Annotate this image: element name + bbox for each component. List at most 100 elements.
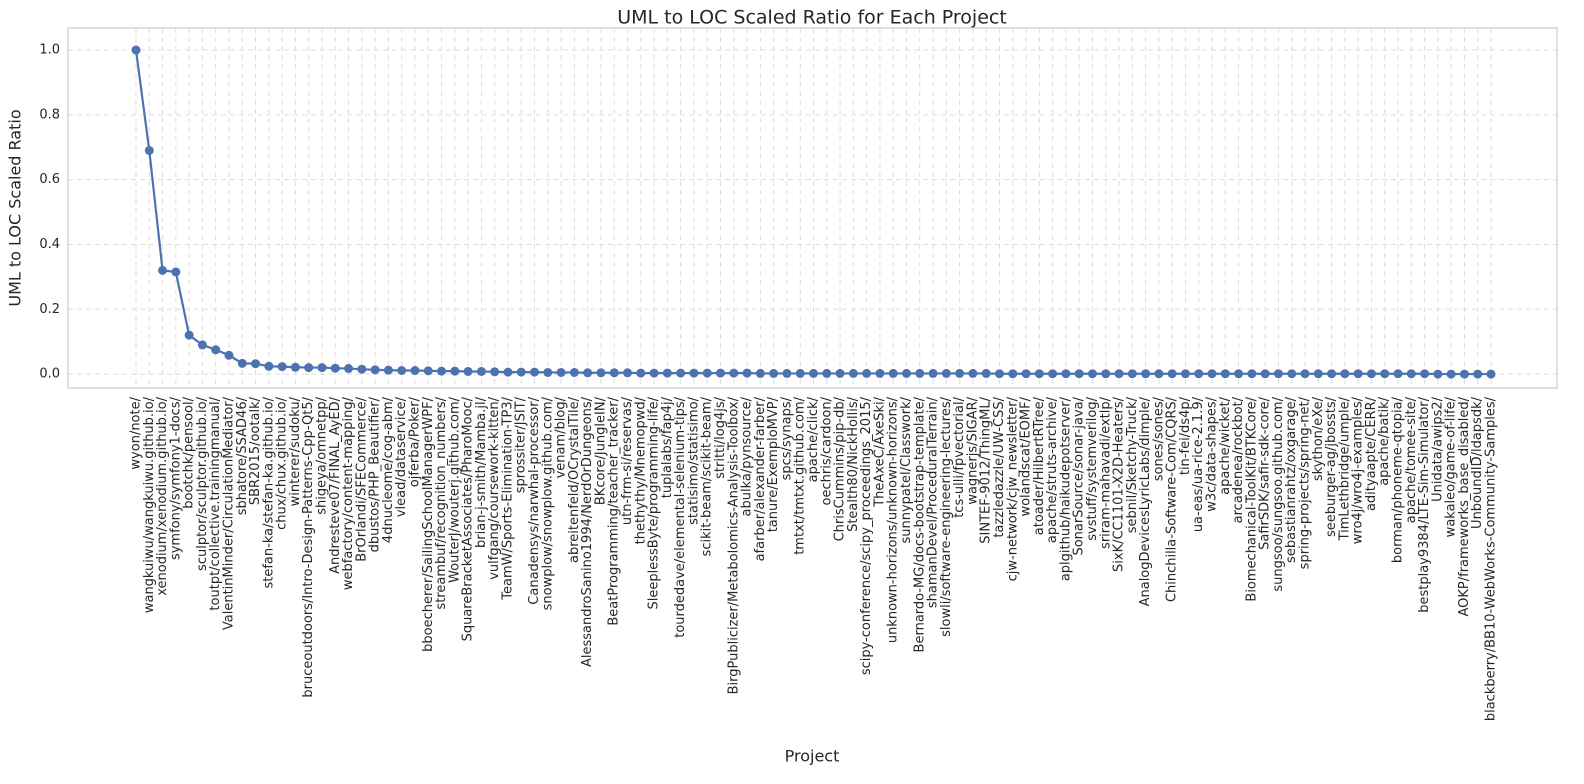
- x-tick-label: TeamW/Sports-Elimination-TP3/: [500, 396, 515, 600]
- point: [1114, 369, 1124, 379]
- y-tick-label: 0.2: [39, 302, 60, 317]
- x-tick-label: statisimo/statisimo/: [686, 396, 701, 524]
- point: [1087, 369, 1097, 379]
- point: [1141, 369, 1151, 379]
- point: [1406, 369, 1416, 379]
- x-tick-label: 4dnucleome/cog-abm/: [381, 396, 396, 543]
- point: [1034, 369, 1044, 379]
- x-tick-label: stritti/log4js/: [713, 396, 728, 478]
- x-tick-label: sculptor/sculptor.github.io/: [195, 396, 210, 571]
- x-tick-label: SBR2015/ootalk/: [248, 396, 263, 505]
- point: [968, 368, 978, 378]
- x-tick-label: seeburger-ag/jbossts/: [1324, 396, 1339, 537]
- point: [994, 369, 1004, 379]
- x-tick-label: chux/chux.github.io/: [275, 396, 290, 530]
- x-tick-label: w3c/data-shapes/: [1205, 396, 1220, 511]
- point: [569, 367, 579, 377]
- point: [184, 330, 194, 340]
- x-tick-label: BeatProgramming/teacher_tracker/: [607, 396, 622, 625]
- x-tick-label: borman/phoneme-qtopia/: [1391, 396, 1406, 563]
- point: [769, 368, 779, 378]
- point: [955, 368, 965, 378]
- point: [835, 368, 845, 378]
- point: [941, 368, 951, 378]
- point: [131, 45, 141, 55]
- x-tick-label: SleeplessByte/programming-life/: [647, 396, 662, 609]
- y-tick-label: 0.4: [39, 237, 60, 252]
- x-tick-label: AnalogDevicesLyricLabs/dimple/: [1138, 396, 1153, 606]
- point: [1021, 369, 1031, 379]
- point: [649, 368, 659, 378]
- point: [716, 368, 726, 378]
- point: [702, 368, 712, 378]
- x-tick-label: scikit-beam/scikit-beam/: [700, 396, 715, 556]
- point: [928, 368, 938, 378]
- point: [848, 368, 858, 378]
- x-tick-label: webfactory/content-mapping/: [341, 396, 356, 590]
- x-tick-label: tourdedave/elemental-selenium-tips/: [673, 396, 688, 637]
- x-tick-label: bboecherer/SailingSchoolManagerWPF/: [421, 396, 436, 651]
- x-tick-label: dbustos/PHP_Beautifier/: [368, 396, 383, 552]
- x-tick-label: utn-frm-si/reservas/: [620, 396, 635, 525]
- point: [1313, 369, 1323, 379]
- point: [596, 368, 606, 378]
- x-tick-label: slowli/software-engineering-lectures/: [939, 396, 954, 636]
- x-tick-label: tin-fei/ds4p/: [1178, 396, 1193, 475]
- x-tick-label: AlessandroSanino1994/NerdOrDungeons/: [580, 396, 595, 667]
- point: [1260, 369, 1270, 379]
- x-tick-label: SINTEF-9012/ThingML/: [979, 396, 994, 543]
- x-tick-label: ChrisCummins/pip-db/: [833, 396, 848, 541]
- x-tick-label: wakaleo/game-of-life/: [1444, 396, 1459, 537]
- x-tick-label: sones/sones/: [1151, 396, 1166, 481]
- y-tick-label: 0.0: [39, 367, 60, 382]
- x-tick-label: sunnypatel/Classwork/: [899, 396, 914, 543]
- point: [530, 367, 540, 377]
- point: [875, 368, 885, 378]
- x-tick-label: shamanDevel/ProceduralTerrain/: [926, 396, 941, 608]
- y-tick-label: 1.0: [39, 43, 60, 58]
- x-tick-label: SixK/CC1101-X2D-Heaters/: [1112, 396, 1127, 572]
- point: [171, 267, 181, 277]
- x-tick-label: bestplay9384/LTE-Sim-Simulator/: [1417, 396, 1432, 612]
- x-tick-label: oechris/cardoon/: [819, 396, 834, 505]
- x-tick-label: Canadensys/narwhal-processor/: [527, 396, 542, 604]
- x-tick-label: Unidata/awips2/: [1430, 396, 1445, 502]
- point: [490, 367, 500, 377]
- point: [1234, 369, 1244, 379]
- x-tick-label: ojferba/Poker/: [407, 396, 422, 487]
- point: [1127, 369, 1137, 379]
- point: [1340, 369, 1350, 379]
- point: [981, 368, 991, 378]
- x-tick-label: winterer/sudoku/: [288, 396, 303, 506]
- x-tick-label: brian-j-smith/Mamba.jl/: [474, 396, 489, 548]
- x-tick-label: snowplow/snowplow.github.com/: [540, 396, 555, 610]
- x-tick-label: unknown-horizons/unknown-horizons/: [886, 396, 901, 643]
- point: [676, 368, 686, 378]
- point: [1101, 369, 1111, 379]
- point: [277, 362, 287, 372]
- x-tick-label: bruceoutdoors/Intro-Design-Patterns-Cpp-…: [301, 396, 316, 697]
- x-tick-label: BrOrlandi/SFECommerce/: [354, 396, 369, 561]
- x-tick-label: bootchk/pensool/: [182, 396, 197, 508]
- point: [397, 366, 407, 376]
- point: [317, 363, 327, 373]
- x-tick-label: toutpt/collective.trainingmanual/: [208, 396, 223, 610]
- point: [1353, 369, 1363, 379]
- x-tick-label: wagnerjs/SIGAR/: [965, 396, 980, 504]
- x-tick-label: apache/batik/: [1377, 396, 1392, 485]
- x-tick-label: ValentinMinder/CirculationMediator/: [221, 396, 236, 630]
- point: [383, 365, 393, 375]
- x-tick-label: tmtxt/tmtxt.github.com/: [793, 396, 808, 554]
- point: [1393, 369, 1403, 379]
- point: [1420, 369, 1430, 379]
- x-tick-label: wolandscat/EOMF/: [1019, 396, 1034, 516]
- y-axis-label: UML to LOC Scaled Ratio: [6, 109, 25, 306]
- point: [158, 265, 168, 275]
- x-tick-label: skython/eXe/: [1311, 396, 1326, 481]
- x-tick-label: apache/tomee-site/: [1404, 396, 1419, 523]
- x-tick-label: symfony/symfony1-docs/: [168, 396, 183, 560]
- point: [1180, 369, 1190, 379]
- x-tick-label: aplgithub/haikudepotserver/: [1058, 396, 1073, 581]
- point: [1287, 369, 1297, 379]
- point: [344, 364, 354, 374]
